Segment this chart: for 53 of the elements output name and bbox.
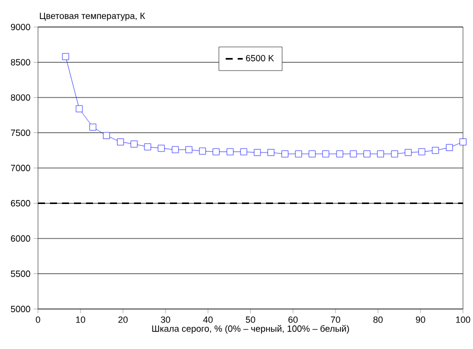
- point: [130, 140, 138, 148]
- point: [117, 138, 124, 146]
- point: [377, 150, 384, 158]
- point: [364, 150, 370, 158]
- point: [172, 146, 179, 154]
- point: [295, 150, 302, 158]
- point: [103, 132, 110, 139]
- x-tick-label: 0: [36, 316, 40, 323]
- y-tick-label: 8500: [10, 59, 30, 66]
- point: [282, 150, 288, 158]
- x-tick-label: 70: [330, 316, 340, 323]
- point: [254, 149, 261, 156]
- point: [322, 150, 330, 158]
- point: [144, 143, 152, 150]
- x-tick-label: 50: [246, 316, 256, 323]
- x-tick-label: 80: [373, 316, 383, 323]
- x-tick-label: 40: [203, 316, 213, 323]
- point: [76, 105, 83, 112]
- point: [446, 144, 453, 151]
- point: [199, 148, 206, 154]
- point: [62, 53, 70, 60]
- point: [268, 149, 274, 156]
- x-tick-label: 90: [416, 316, 426, 323]
- point: [404, 149, 412, 156]
- x-tick-label: 20: [118, 316, 128, 323]
- point: [418, 148, 426, 156]
- point: [336, 150, 344, 158]
- y-tick-label: 9000: [10, 24, 30, 30]
- point: [185, 146, 192, 154]
- y-tick-label: 7500: [10, 130, 30, 136]
- legend-label: 6500 K: [246, 54, 274, 62]
- y-tick-label: 7000: [10, 164, 30, 172]
- point: [158, 144, 165, 152]
- y-tick-label: 6500: [10, 200, 30, 206]
- y-tick-label: 8000: [10, 94, 30, 101]
- y-tick-label: 6000: [10, 235, 30, 242]
- y-tick-label: 5000: [10, 306, 30, 312]
- x-tick-label: 100: [456, 316, 470, 323]
- x-tick-label: 60: [288, 316, 298, 323]
- point: [350, 150, 357, 158]
- point: [308, 150, 316, 158]
- point: [212, 148, 220, 156]
- x-axis-title: Шкала серого, % (0% – черный, 100% – белый): [152, 325, 349, 334]
- y-axis-title: Цветовая температура, К: [40, 12, 146, 21]
- point: [460, 138, 466, 146]
- x-tick-label: 10: [76, 316, 86, 323]
- point: [240, 148, 248, 156]
- point: [432, 146, 439, 154]
- x-tick-label: 30: [160, 316, 170, 323]
- point: [89, 124, 96, 131]
- y-tick-label: 5500: [10, 270, 30, 277]
- point: [226, 148, 234, 156]
- point: [391, 150, 398, 158]
